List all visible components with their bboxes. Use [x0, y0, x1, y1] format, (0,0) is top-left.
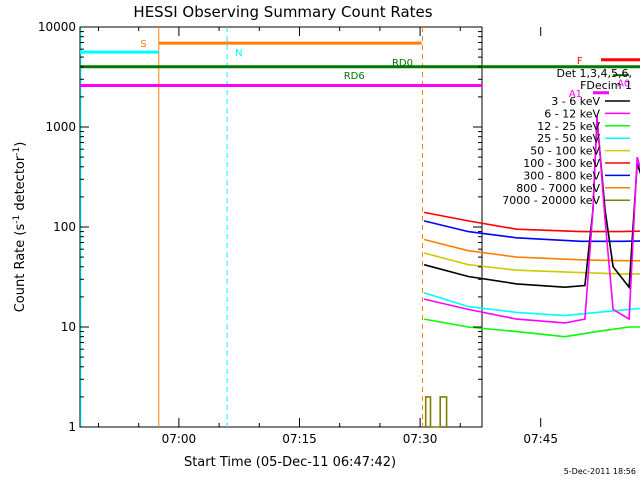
- y-label-part: Count Rate (s: [13, 224, 28, 313]
- y-tick-label: 10: [61, 320, 76, 334]
- legend-title-line: Det 1,3,4,5,6,: [556, 67, 632, 80]
- series-lines: [423, 115, 640, 428]
- legend-label: 100 - 300 keV: [523, 157, 600, 170]
- series-line: [423, 252, 640, 275]
- chart-title: HESSI Observing Summary Count Rates: [133, 3, 432, 21]
- legend-label: 50 - 100 keV: [530, 145, 600, 158]
- y-label-sup: -1: [12, 147, 22, 156]
- legend-title-line: FDecim 1: [580, 79, 632, 92]
- y-axis-label: Count Rate (s-1 detector-1): [12, 142, 28, 313]
- y-label-sup: -1: [12, 215, 22, 224]
- series-line: [423, 220, 640, 243]
- legend-label: 12 - 25 keV: [537, 120, 600, 133]
- x-tick-label: 07:15: [282, 432, 317, 446]
- flag-label: N: [235, 48, 242, 59]
- flag-label: RD0: [392, 58, 413, 69]
- legend-label: 7000 - 20000 keV: [502, 194, 600, 207]
- y-tick-label: 10000: [38, 20, 76, 34]
- y-ticks: 1 10 100 1000 10000: [38, 20, 482, 434]
- series-line: [423, 292, 640, 317]
- series-line: [423, 238, 640, 262]
- x-axis-label: Start Time (05-Dec-11 06:47:42): [184, 455, 396, 470]
- series-line: [423, 115, 640, 324]
- x-tick-label: 07:30: [403, 432, 438, 446]
- x-tick-label: 07:00: [162, 432, 197, 446]
- flag-label: S: [140, 39, 146, 50]
- footer-date: 5-Dec-2011 18:56: [564, 467, 636, 476]
- legend-label: 6 - 12 keV: [544, 107, 600, 120]
- flag-label: A0: [617, 79, 630, 90]
- legend-label: 3 - 6 keV: [551, 95, 600, 108]
- y-tick-label: 1: [68, 420, 76, 434]
- flag-label: RD6: [344, 71, 365, 82]
- flag-bars: S N F RD0 RD6 A0 A1: [80, 27, 640, 427]
- flag-label: F: [577, 56, 583, 67]
- y-label-part: ): [13, 142, 28, 147]
- plot-area: S N F RD0 RD6 A0 A1: [79, 26, 640, 428]
- series-line: [423, 211, 640, 233]
- legend-label: 25 - 50 keV: [537, 132, 600, 145]
- series-line: [424, 396, 448, 428]
- y-label-part: detector: [13, 155, 28, 215]
- y-tick-label: 1000: [45, 120, 76, 134]
- y-tick-label: 100: [53, 220, 76, 234]
- flag-label: A1: [569, 89, 582, 100]
- legend-label: 300 - 800 keV: [523, 169, 600, 182]
- x-tick-label: 07:45: [523, 432, 558, 446]
- series-line: [423, 318, 640, 338]
- legend-label: 800 - 7000 keV: [516, 182, 600, 195]
